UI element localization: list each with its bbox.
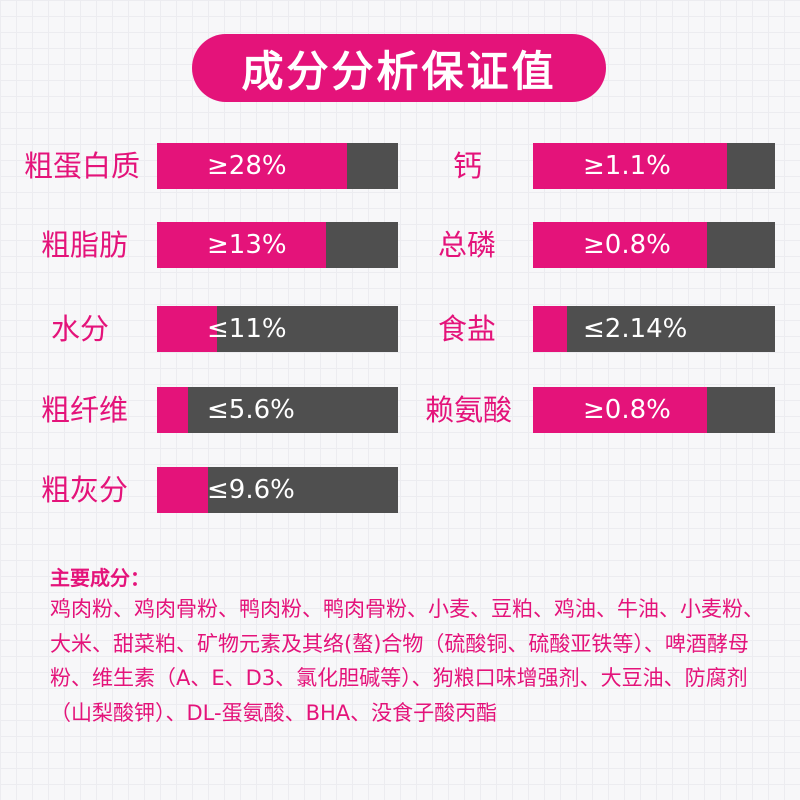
bar-fill	[157, 306, 218, 352]
nutrient-row-salt: 食盐 ≤2.14%	[400, 306, 800, 352]
bar-fill	[533, 222, 708, 268]
nutrient-value: ≤9.6%	[207, 475, 295, 505]
ingredients-heading: 主要成分：	[50, 566, 150, 590]
bar-fill	[533, 143, 727, 189]
nutrient-bar: ≤9.6%	[157, 467, 398, 513]
page-title: 成分分析保证值	[192, 34, 606, 102]
nutrient-label: 钙	[452, 149, 482, 183]
nutrient-value: ≤11%	[207, 314, 287, 344]
nutrient-value: ≥0.8%	[583, 230, 671, 260]
nutrient-label: 水分	[50, 312, 109, 346]
nutrient-value: ≤2.14%	[583, 314, 688, 344]
nutrient-bar: ≥13%	[157, 222, 398, 268]
nutrient-row-moisture: 水分 ≤11%	[0, 306, 400, 352]
nutrient-label: 总磷	[437, 228, 496, 262]
bar-fill	[533, 387, 708, 433]
bar-fill	[533, 306, 567, 352]
nutrient-label: 粗灰分	[40, 473, 128, 507]
nutrient-bar: ≤2.14%	[533, 306, 775, 352]
nutrient-row-fat: 粗脂肪 ≥13%	[0, 222, 400, 268]
nutrient-value: ≥1.1%	[583, 151, 671, 181]
nutrient-label: 粗脂肪	[40, 228, 128, 262]
nutrient-row-fiber: 粗纤维 ≤5.6%	[0, 387, 400, 433]
nutrient-value: ≥13%	[207, 230, 287, 260]
nutrient-row-phosphorus: 总磷 ≥0.8%	[400, 222, 800, 268]
nutrient-bar: ≥0.8%	[533, 222, 775, 268]
bar-fill	[157, 143, 348, 189]
bar-fill	[157, 222, 326, 268]
nutrient-bar: ≤5.6%	[157, 387, 398, 433]
bar-fill	[157, 467, 208, 513]
nutrient-label: 粗纤维	[40, 393, 128, 427]
nutrient-value: ≤5.6%	[207, 395, 295, 425]
nutrient-bar: ≥1.1%	[533, 143, 775, 189]
nutrient-value: ≥0.8%	[583, 395, 671, 425]
nutrient-row-lysine: 赖氨酸 ≥0.8%	[400, 387, 800, 433]
ingredients-text: 鸡肉粉、鸡肉骨粉、鸭肉粉、鸭肉骨粉、小麦、豆粕、鸡油、牛油、小麦粉、大米、甜菜粕…	[50, 597, 764, 725]
nutrient-value: ≥28%	[207, 151, 287, 181]
nutrient-bar: ≥0.8%	[533, 387, 775, 433]
nutrient-bar: ≤11%	[157, 306, 398, 352]
nutrient-label: 食盐	[437, 312, 496, 346]
nutrient-row-protein: 粗蛋白质 ≥28%	[0, 143, 400, 189]
bar-fill	[157, 387, 189, 433]
nutrient-label: 粗蛋白质	[23, 149, 140, 183]
nutrient-label: 赖氨酸	[424, 393, 512, 427]
nutrient-row-calcium: 钙 ≥1.1%	[400, 143, 800, 189]
nutrient-row-ash: 粗灰分 ≤9.6%	[0, 467, 400, 513]
nutrient-bar: ≥28%	[157, 143, 398, 189]
